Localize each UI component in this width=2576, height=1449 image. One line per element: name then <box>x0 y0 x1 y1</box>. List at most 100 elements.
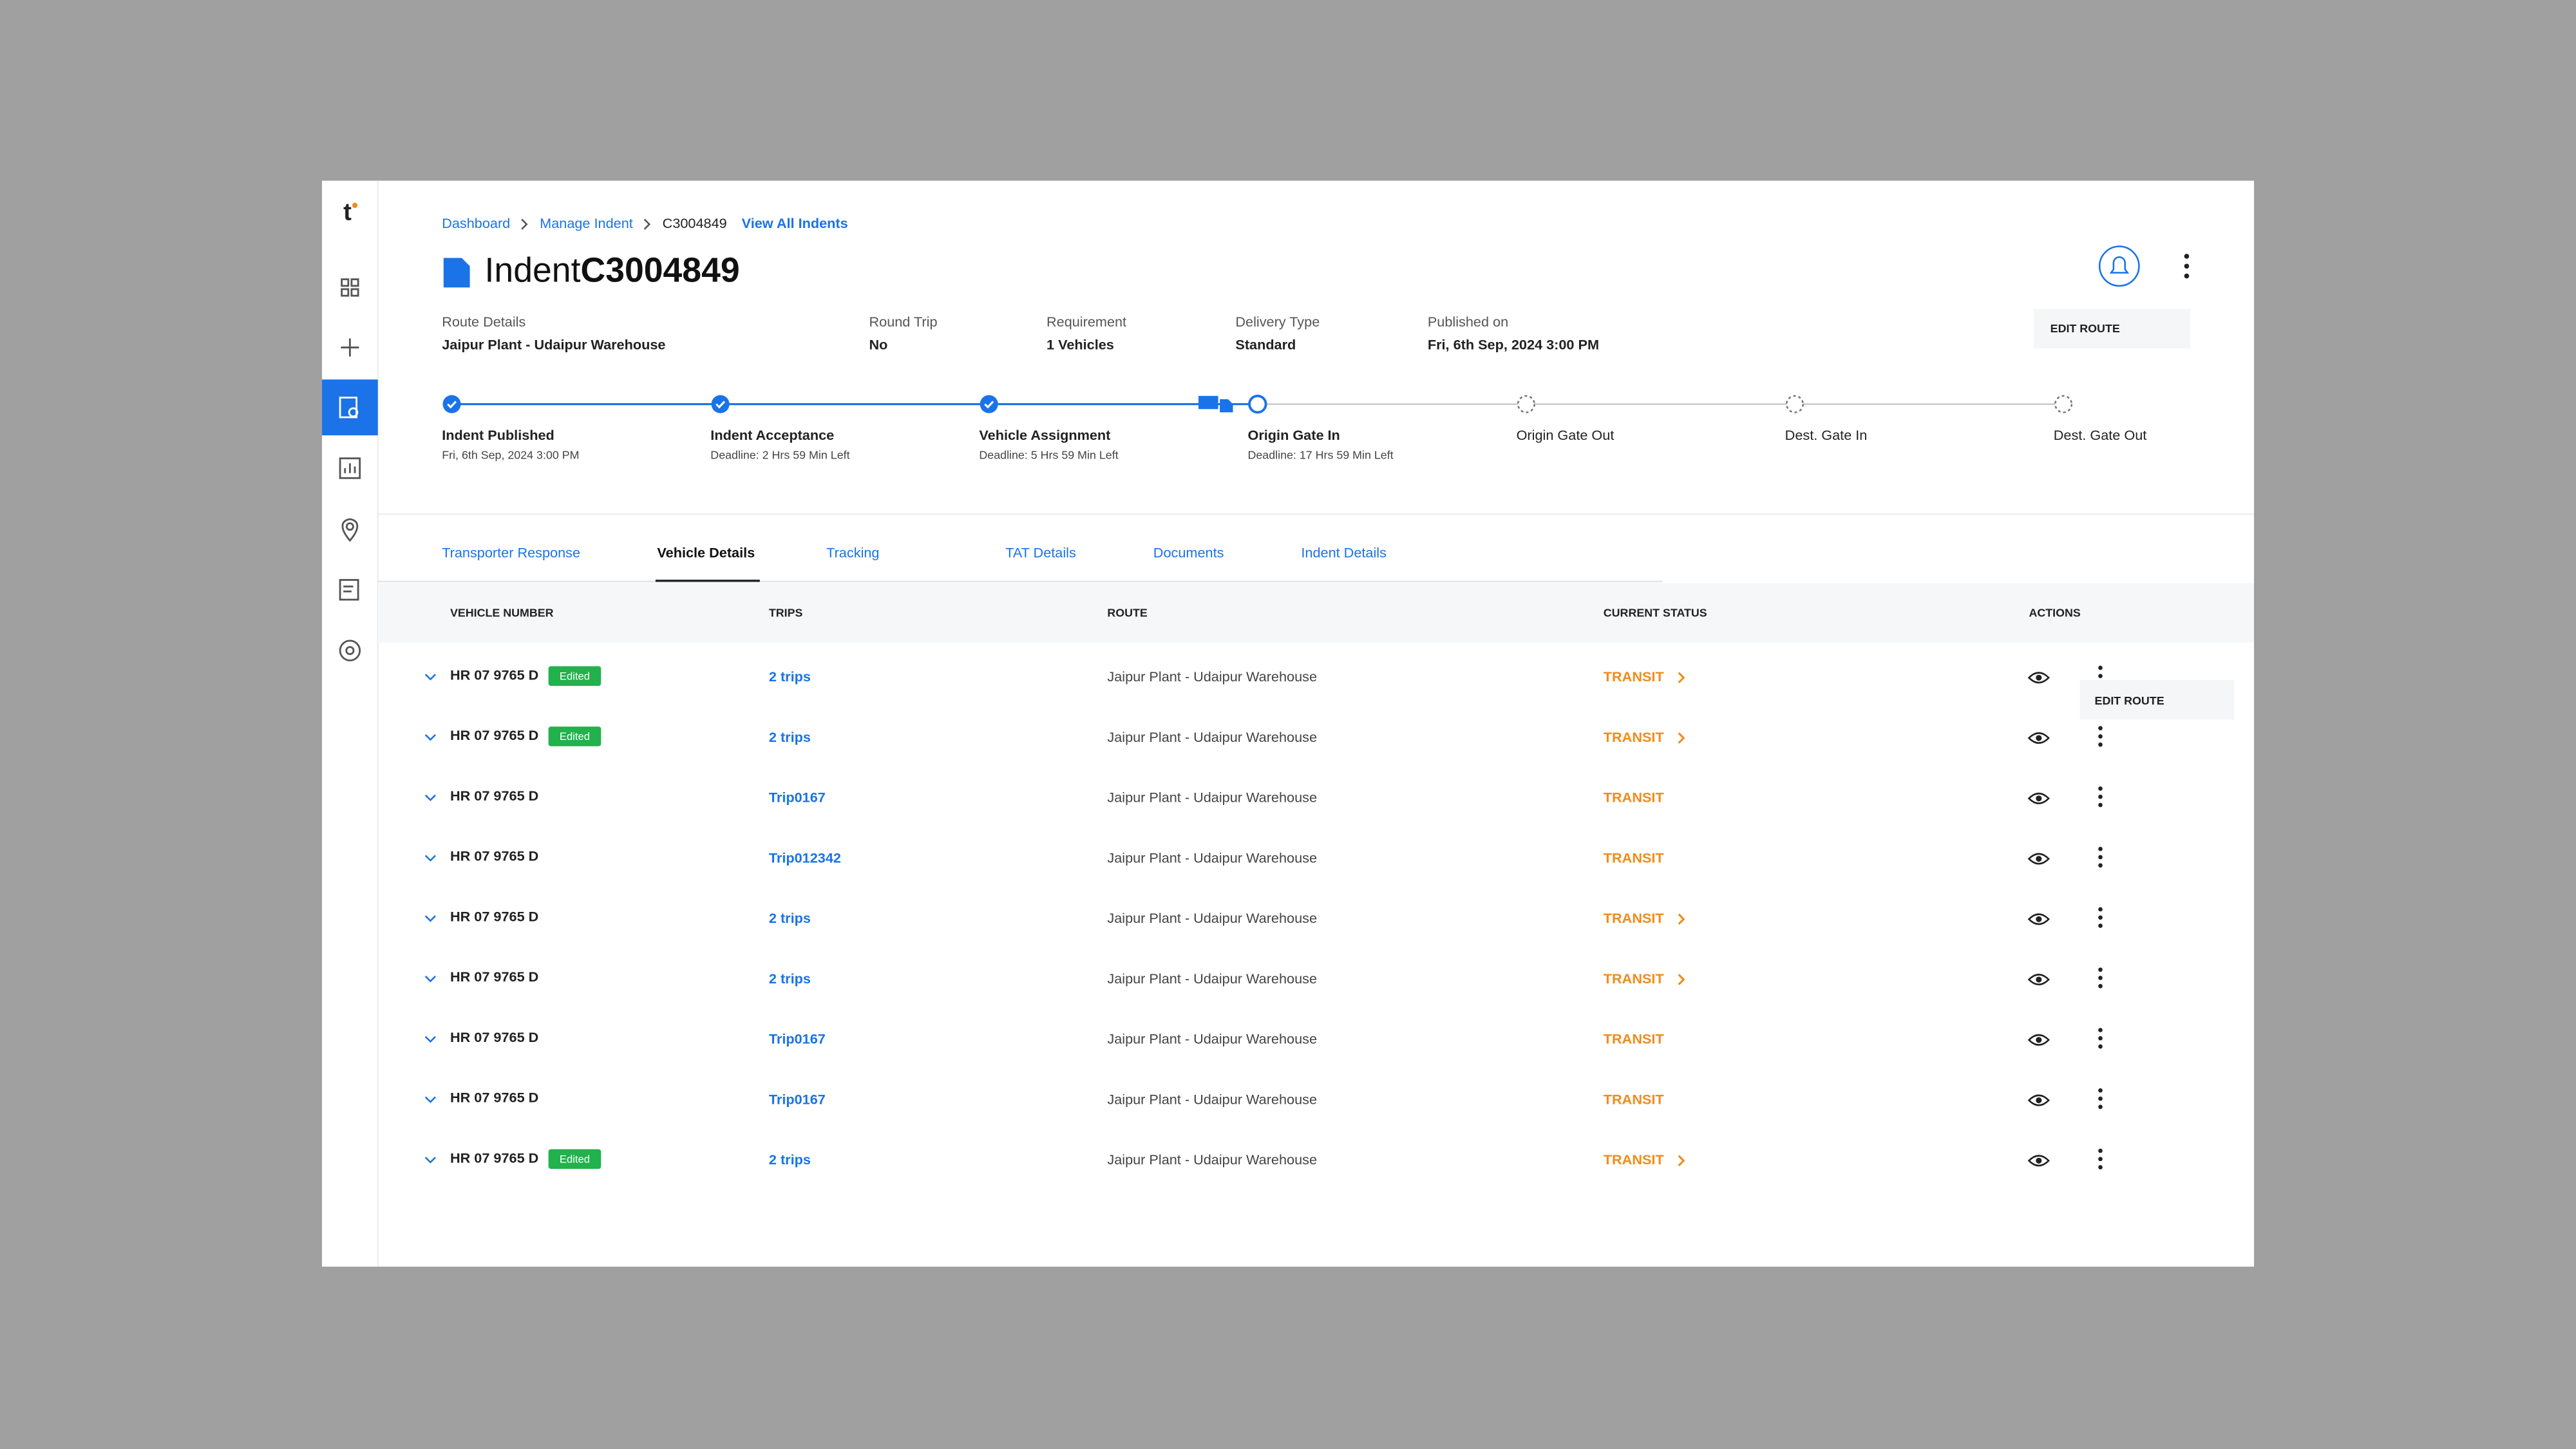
row-kebab[interactable] <box>2098 786 2103 791</box>
row-expand[interactable] <box>424 674 436 681</box>
status-chevron[interactable] <box>1678 974 1685 985</box>
row-kebab[interactable] <box>2098 674 2103 679</box>
row-kebab[interactable] <box>2098 1096 2103 1101</box>
tab[interactable]: Tracking <box>826 544 879 560</box>
status: TRANSIT <box>1604 849 1664 866</box>
row-menu-item[interactable]: EDIT ROUTE <box>2095 694 2164 707</box>
trips-link[interactable]: Trip0167 <box>769 1031 826 1047</box>
trips-link[interactable]: 2 trips <box>769 971 811 987</box>
step-sub: Deadline: 2 Hrs 59 Min Left <box>710 449 849 462</box>
view-icon[interactable] <box>2027 913 2050 925</box>
row-kebab[interactable] <box>2098 923 2103 928</box>
summary-value: No <box>869 337 887 353</box>
edited-badge <box>548 666 601 687</box>
row-kebab[interactable] <box>2098 983 2103 989</box>
tab[interactable]: Transporter Response <box>442 544 580 560</box>
bell-button[interactable] <box>2098 245 2140 287</box>
row-kebab[interactable] <box>2098 794 2103 799</box>
row-kebab[interactable] <box>2098 846 2103 851</box>
view-icon[interactable] <box>2027 672 2050 684</box>
row-kebab[interactable] <box>2098 907 2103 912</box>
trips-link[interactable]: Trip0167 <box>769 790 826 806</box>
nav-notes[interactable] <box>339 579 359 601</box>
status-chevron[interactable] <box>1678 732 1685 744</box>
tab[interactable]: Indent Details <box>1301 544 1387 560</box>
row-expand[interactable] <box>424 1157 436 1164</box>
row-kebab[interactable] <box>2098 1148 2103 1153</box>
edited-badge-label: Edited <box>560 730 590 743</box>
row-expand[interactable] <box>424 976 436 983</box>
nav-create[interactable] <box>341 338 359 357</box>
row-kebab[interactable] <box>2098 863 2103 868</box>
view-icon-pupil <box>2036 735 2042 741</box>
row-expand[interactable] <box>424 915 436 922</box>
tab-active[interactable]: Vehicle Details <box>657 544 755 560</box>
nav-reports[interactable] <box>339 457 361 479</box>
nav-location[interactable] <box>341 518 359 542</box>
summary-label: Requirement <box>1046 314 1126 330</box>
view-icon[interactable] <box>2027 974 2050 985</box>
nav-indent-active[interactable] <box>322 379 378 436</box>
nav-settings[interactable] <box>339 639 361 661</box>
edit-route-label[interactable]: EDIT ROUTE <box>2050 322 2120 335</box>
view-icon[interactable] <box>2027 792 2050 804</box>
row-expand[interactable] <box>424 734 436 741</box>
row-kebab[interactable] <box>2098 1036 2103 1041</box>
row-kebab[interactable] <box>2098 1028 2103 1032</box>
row-kebab[interactable] <box>2098 1165 2103 1170</box>
step-pending <box>1517 395 1535 413</box>
tab[interactable]: Documents <box>1153 544 1224 560</box>
view-icon-pupil <box>2036 1097 2042 1104</box>
view-icon[interactable] <box>2027 732 2050 744</box>
row-expand[interactable] <box>424 855 436 862</box>
status: TRANSIT <box>1604 1151 1664 1168</box>
tab[interactable]: TAT Details <box>1005 544 1076 560</box>
trips-link[interactable]: 2 trips <box>769 729 811 745</box>
summary-value: Standard <box>1235 337 1296 353</box>
breadcrumb-item[interactable]: Dashboard <box>442 215 510 231</box>
row-kebab[interactable] <box>2098 967 2103 972</box>
status-chevron[interactable] <box>1678 672 1685 684</box>
breadcrumb-item[interactable]: Manage Indent <box>540 215 633 231</box>
edit-route-button[interactable] <box>2034 308 2190 348</box>
row-expand[interactable] <box>424 1036 436 1043</box>
row-kebab[interactable] <box>2098 976 2103 980</box>
vehicle-number: HR 07 9765 D <box>450 788 538 804</box>
view-all-link[interactable]: View All Indents <box>742 215 848 231</box>
header-kebab[interactable] <box>2184 254 2190 279</box>
vehicle-number: HR 07 9765 D <box>450 848 538 864</box>
row-kebab[interactable] <box>2098 665 2103 670</box>
row-kebab[interactable] <box>2098 802 2103 808</box>
status: TRANSIT <box>1604 1031 1664 1047</box>
row-kebab[interactable] <box>2098 1044 2103 1049</box>
route: Jaipur Plant - Udaipur Warehouse <box>1107 1031 1317 1047</box>
row-kebab[interactable] <box>2098 915 2103 920</box>
row-kebab[interactable] <box>2098 1088 2103 1093</box>
view-icon[interactable] <box>2027 853 2050 865</box>
title-id: C3004849 <box>580 252 739 290</box>
trips-link[interactable]: 2 trips <box>769 668 811 685</box>
row-kebab[interactable] <box>2098 726 2103 731</box>
row-kebab[interactable] <box>2098 1157 2103 1162</box>
trips-link[interactable]: Trip012342 <box>769 849 841 866</box>
row-kebab[interactable] <box>2098 1104 2103 1110</box>
view-icon[interactable] <box>2027 1034 2050 1046</box>
nav-indent-icon <box>339 396 359 419</box>
status-chevron[interactable] <box>1678 1155 1685 1167</box>
row-kebab[interactable] <box>2098 855 2103 860</box>
row-kebab[interactable] <box>2098 742 2103 747</box>
row-expand[interactable] <box>424 1096 436 1103</box>
row-expand[interactable] <box>424 794 436 802</box>
trips-link[interactable]: 2 trips <box>769 910 811 926</box>
status-chevron[interactable] <box>1678 913 1685 925</box>
trips-link[interactable]: Trip0167 <box>769 1091 826 1107</box>
step-current <box>1248 394 1267 414</box>
view-icon[interactable] <box>2027 1094 2050 1106</box>
trips-link[interactable]: 2 trips <box>769 1151 811 1168</box>
nav-dashboard[interactable] <box>341 278 359 297</box>
route: Jaipur Plant - Udaipur Warehouse <box>1107 1091 1317 1107</box>
page-title: IndentC3004849 <box>485 252 740 290</box>
row-kebab[interactable] <box>2098 734 2103 739</box>
view-icon[interactable] <box>2027 1155 2050 1167</box>
